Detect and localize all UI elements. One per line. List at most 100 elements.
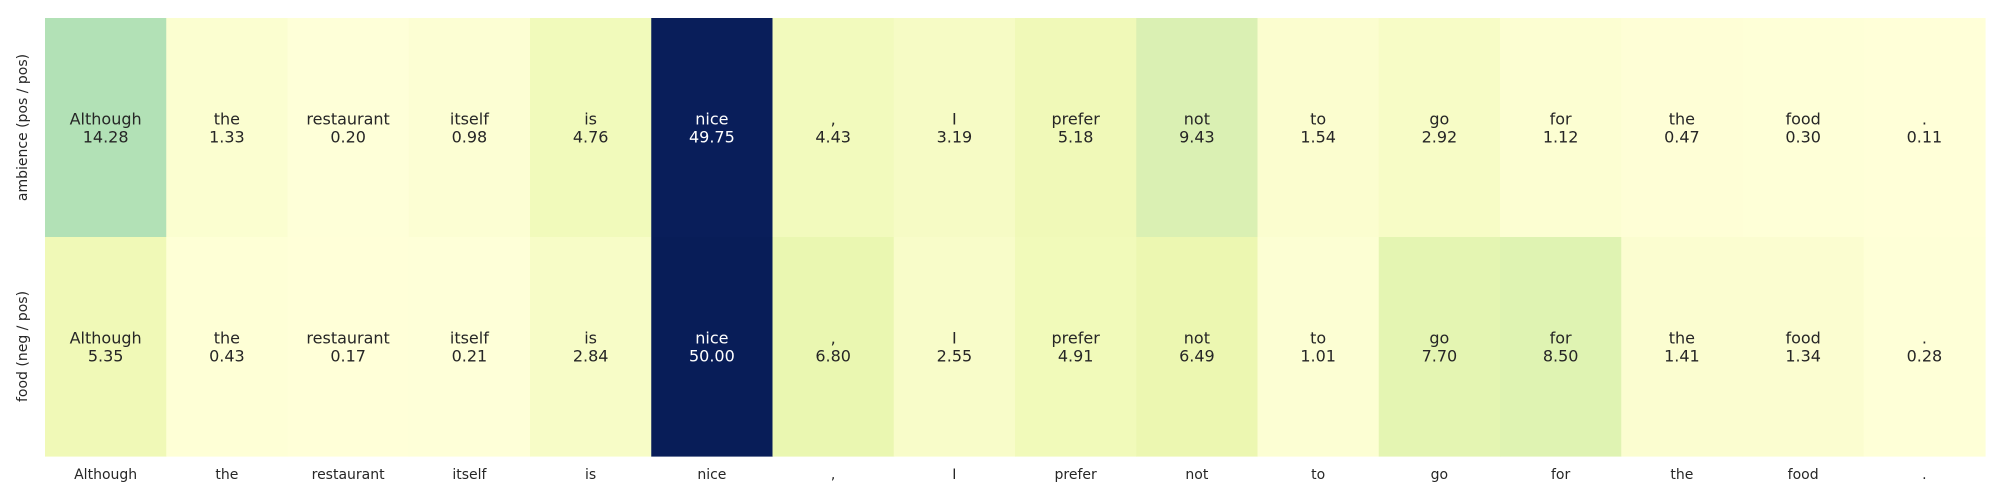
cell-value-label: 14.28 — [83, 128, 129, 147]
cell-value-label: 0.47 — [1664, 128, 1700, 147]
heatmap-cell — [1378, 18, 1501, 238]
cell-token-label: the — [214, 329, 240, 348]
cell-token-label: restaurant — [306, 329, 389, 348]
heatmap-cell — [287, 237, 410, 457]
cell-value-label: 50.00 — [689, 347, 735, 366]
heatmap-cell — [772, 237, 895, 457]
heatmap-cell — [651, 237, 774, 457]
cell-value-label: 2.92 — [1422, 128, 1458, 147]
cell-value-label: 1.54 — [1300, 128, 1336, 147]
cell-token-label: itself — [450, 110, 489, 129]
x-tick-label: for — [1551, 467, 1570, 483]
cell-token-label: I — [952, 110, 957, 129]
x-tick-label: the — [1670, 467, 1693, 483]
x-tick-label: Although — [74, 467, 137, 483]
cell-token-label: Although — [70, 329, 142, 348]
x-tick-label: . — [1922, 467, 1926, 483]
cell-value-label: 5.35 — [88, 347, 124, 366]
cell-value-label: 2.55 — [937, 347, 973, 366]
cell-value-label: 0.20 — [330, 128, 366, 147]
heatmap-cell — [1257, 237, 1380, 457]
cell-value-label: 8.50 — [1543, 347, 1579, 366]
cell-value-label: 5.18 — [1058, 128, 1094, 147]
heatmap-cell — [1136, 237, 1259, 457]
cell-token-label: , — [831, 110, 836, 129]
x-tick-label: go — [1431, 467, 1448, 483]
heatmap-cell — [1621, 18, 1744, 238]
cell-value-label: 0.43 — [209, 347, 245, 366]
cell-token-label: for — [1550, 110, 1572, 129]
cell-token-label: is — [584, 110, 597, 129]
heatmap-cell — [1015, 237, 1137, 457]
cell-value-label: 1.33 — [209, 128, 245, 147]
cell-token-label: . — [1922, 329, 1927, 348]
cell-token-label: nice — [695, 329, 728, 348]
cell-token-label: food — [1785, 110, 1820, 129]
cell-value-label: 4.76 — [573, 128, 609, 147]
heatmap-cell — [166, 18, 289, 238]
heatmap-cell — [1742, 18, 1865, 238]
cell-value-label: 4.91 — [1058, 347, 1094, 366]
heatmap-cell — [1500, 237, 1622, 457]
cell-token-label: I — [952, 329, 957, 348]
cell-token-label: restaurant — [306, 110, 389, 129]
cell-value-label: 6.80 — [815, 347, 851, 366]
cell-value-label: 0.11 — [1907, 128, 1943, 147]
y-tick-label: food (neg / pos) — [15, 291, 31, 402]
cell-token-label: to — [1310, 110, 1326, 129]
heatmap-cell — [1378, 237, 1501, 457]
cell-token-label: the — [1669, 329, 1695, 348]
cell-token-label: is — [584, 329, 597, 348]
heatmap-cell — [1015, 18, 1137, 238]
heatmap-cell — [287, 18, 410, 238]
y-tick-label: ambience (pos / pos) — [15, 54, 31, 201]
heatmap-cell — [45, 237, 167, 457]
cell-token-label: food — [1785, 329, 1820, 348]
x-tick-label: I — [952, 467, 956, 483]
heatmap-cell — [651, 18, 774, 238]
x-tick-label: itself — [452, 467, 487, 483]
cell-token-label: prefer — [1051, 329, 1100, 348]
x-tick-label: restaurant — [312, 467, 386, 483]
cell-token-label: to — [1310, 329, 1326, 348]
heatmap-cell — [893, 18, 1016, 238]
heatmap-cell — [408, 18, 531, 238]
cell-token-label: go — [1429, 329, 1449, 348]
cell-value-label: 2.84 — [573, 347, 609, 366]
heatmap-cell — [1863, 237, 1986, 457]
cell-token-label: nice — [695, 110, 728, 129]
heatmap-cell — [45, 18, 167, 238]
x-tick-label: , — [831, 467, 835, 483]
x-tick-label: nice — [697, 467, 726, 483]
x-tick-label: prefer — [1055, 467, 1097, 483]
cell-value-label: 0.21 — [452, 347, 488, 366]
cell-value-label: 1.41 — [1664, 347, 1700, 366]
cell-value-label: 4.43 — [815, 128, 851, 147]
heatmap-cell — [1621, 237, 1744, 457]
cell-token-label: not — [1184, 329, 1210, 348]
cell-token-label: the — [214, 110, 240, 129]
x-tick-label: to — [1311, 467, 1325, 483]
heatmap-cell — [1500, 18, 1622, 238]
heatmap-cell — [772, 18, 895, 238]
x-tick-label: not — [1185, 467, 1208, 483]
cell-token-label: , — [831, 329, 836, 348]
cell-value-label: 9.43 — [1179, 128, 1215, 147]
heatmap-cell — [530, 18, 652, 238]
cell-value-label: 49.75 — [689, 128, 735, 147]
cell-token-label: Although — [70, 110, 142, 129]
x-tick-label: food — [1788, 467, 1819, 483]
cell-token-label: . — [1922, 110, 1927, 129]
cell-value-label: 1.01 — [1300, 347, 1336, 366]
cell-value-label: 0.98 — [452, 128, 488, 147]
heatmap-cell — [166, 237, 289, 457]
cell-value-label: 6.49 — [1179, 347, 1215, 366]
cell-token-label: prefer — [1051, 110, 1100, 129]
cell-token-label: the — [1669, 110, 1695, 129]
cell-value-label: 1.34 — [1785, 347, 1821, 366]
x-tick-label: is — [585, 467, 596, 483]
cell-value-label: 7.70 — [1422, 347, 1458, 366]
heatmap-cell — [1742, 237, 1865, 457]
heatmap-cell — [1863, 18, 1986, 238]
